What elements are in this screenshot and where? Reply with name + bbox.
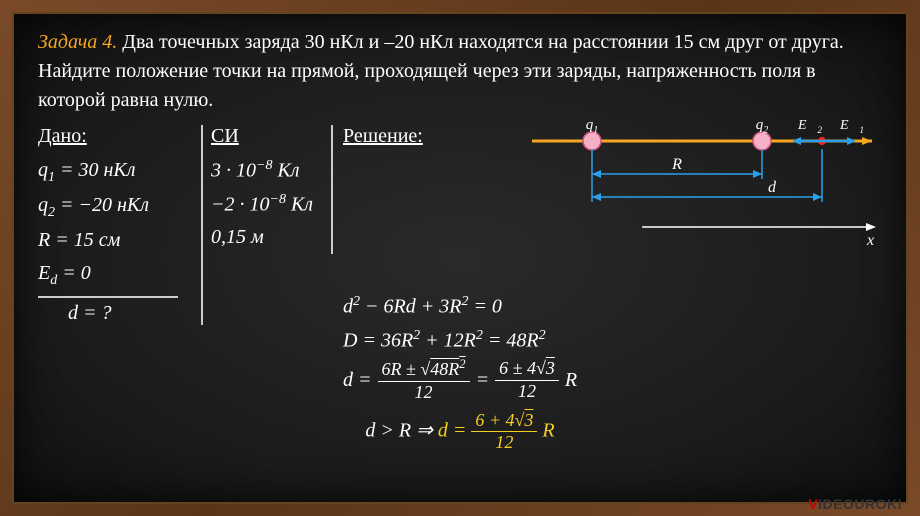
physics-diagram: q1 q2 E⃗2 E⃗1 R — [522, 119, 882, 264]
svg-text:R: R — [671, 156, 682, 173]
given-line: Ed = 0 — [38, 257, 195, 292]
divider-line — [38, 296, 178, 298]
watermark: VIDEOUROKI — [808, 496, 902, 512]
content-row: Дано: q1 = 30 нКл q2 = −20 нКл R = 15 см… — [38, 125, 882, 404]
equation-2: D = 36R2 + 12R2 = 48R2 — [343, 324, 882, 358]
svg-text:x: x — [866, 232, 874, 249]
si-column: СИ 3 · 10−8 Кл −2 · 10−8 Кл 0,15 м — [203, 125, 333, 254]
solution-column: Решение: q1 q2 E⃗2 — [333, 125, 882, 404]
si-line: 0,15 м — [211, 221, 325, 254]
equations: d2 − 6Rd + 3R2 = 0 D = 36R2 + 12R2 = 48R… — [343, 290, 882, 404]
given-line: q1 = 30 нКл — [38, 154, 195, 189]
svg-text:E⃗2: E⃗2 — [797, 119, 822, 135]
si-line: −2 · 10−8 Кл — [211, 188, 325, 222]
chalkboard: Задача 4. Два точечных заряда 30 нКл и –… — [12, 12, 908, 504]
given-column: Дано: q1 = 30 нКл q2 = −20 нКл R = 15 см… — [38, 125, 203, 325]
given-header: Дано: — [38, 125, 195, 148]
watermark-v: V — [808, 496, 818, 512]
svg-text:d: d — [768, 179, 777, 196]
wooden-frame: Задача 4. Два точечных заряда 30 нКл и –… — [0, 0, 920, 516]
si-line: 3 · 10−8 Кл — [211, 154, 325, 188]
problem-statement: Задача 4. Два точечных заряда 30 нКл и –… — [38, 28, 882, 115]
given-line: R = 15 см — [38, 224, 195, 257]
si-header: СИ — [211, 125, 325, 148]
equation-1: d2 − 6Rd + 3R2 = 0 — [343, 290, 882, 324]
svg-text:E⃗1: E⃗1 — [839, 119, 864, 135]
final-answer: d > R ⇒ d = 6 + 4√312 R — [38, 410, 882, 454]
equation-3: d = 6R ± √48R212 = 6 ± 4√312 R — [343, 357, 882, 403]
problem-text: Два точечных заряда 30 нКл и –20 нКл нах… — [38, 31, 844, 111]
problem-title: Задача 4. — [38, 31, 117, 53]
given-question: d = ? — [38, 302, 195, 325]
given-line: q2 = −20 нКл — [38, 189, 195, 224]
watermark-rest: IDEOUROKI — [818, 496, 902, 512]
